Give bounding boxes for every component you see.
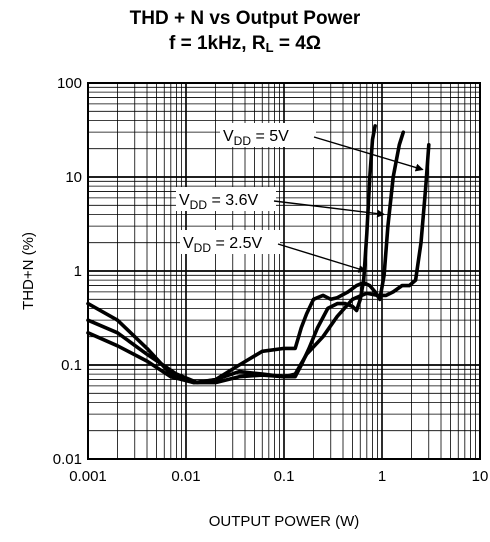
series-annotation: VDD = 5V [220,123,424,172]
annotation-arrow [273,200,386,218]
annotation-main: V [179,192,190,209]
y-tick-label: 10 [65,169,82,186]
y-tick-label: 0.01 [53,451,82,468]
x-axis-label: OUTPUT POWER (W) [209,513,360,530]
series-annotation: VDD = 2.5V [180,230,367,273]
chart-subtitle-prefix: f = 1kHz, R [168,33,266,54]
annotation-background [220,123,316,147]
x-tick-label: 0.01 [171,468,200,485]
annotation-background [176,187,276,211]
annotation-label: VDD = 2.5V [183,235,262,255]
chart-title-line2: f = 1kHz, RL = 4Ω [0,33,490,59]
chart-subtitle-subscript: L [265,40,274,55]
chart-title-line1: THD + N vs Output Power [0,8,490,30]
plot-frame [87,82,481,460]
annotation-subscript: DD [234,134,252,148]
annotation-main: V [183,235,194,252]
chart-subtitle-suffix: = 4Ω [273,33,322,54]
annotation-label: VDD = 3.6V [179,192,258,212]
annotation-rest: = 3.6V [207,192,258,209]
annotation-main: V [223,128,234,145]
annotation-rest: = 2.5V [211,235,262,252]
annotation-arrow [277,243,367,273]
annotation-subscript: DD [194,241,212,255]
annotation-label: VDD = 5V [223,128,289,148]
y-axis-label: THD+N (%) [20,232,37,310]
annotation-rest: = 5V [251,128,289,145]
x-tick-label: 0.1 [274,468,295,485]
x-tick-label: 1 [378,468,386,485]
x-tick-label: 0.001 [69,468,107,485]
series-annotation: VDD = 3.6V [176,187,386,218]
annotation-background [180,230,280,254]
y-tick-label: 100 [57,75,82,92]
chart-title-text: THD + N vs Output Power [129,8,361,29]
y-tick-label: 1 [74,263,82,280]
annotation-arrow [313,136,424,172]
annotation-subscript: DD [190,198,208,212]
y-tick-label: 0.1 [61,357,82,374]
x-tick-label: 10 [472,468,489,485]
